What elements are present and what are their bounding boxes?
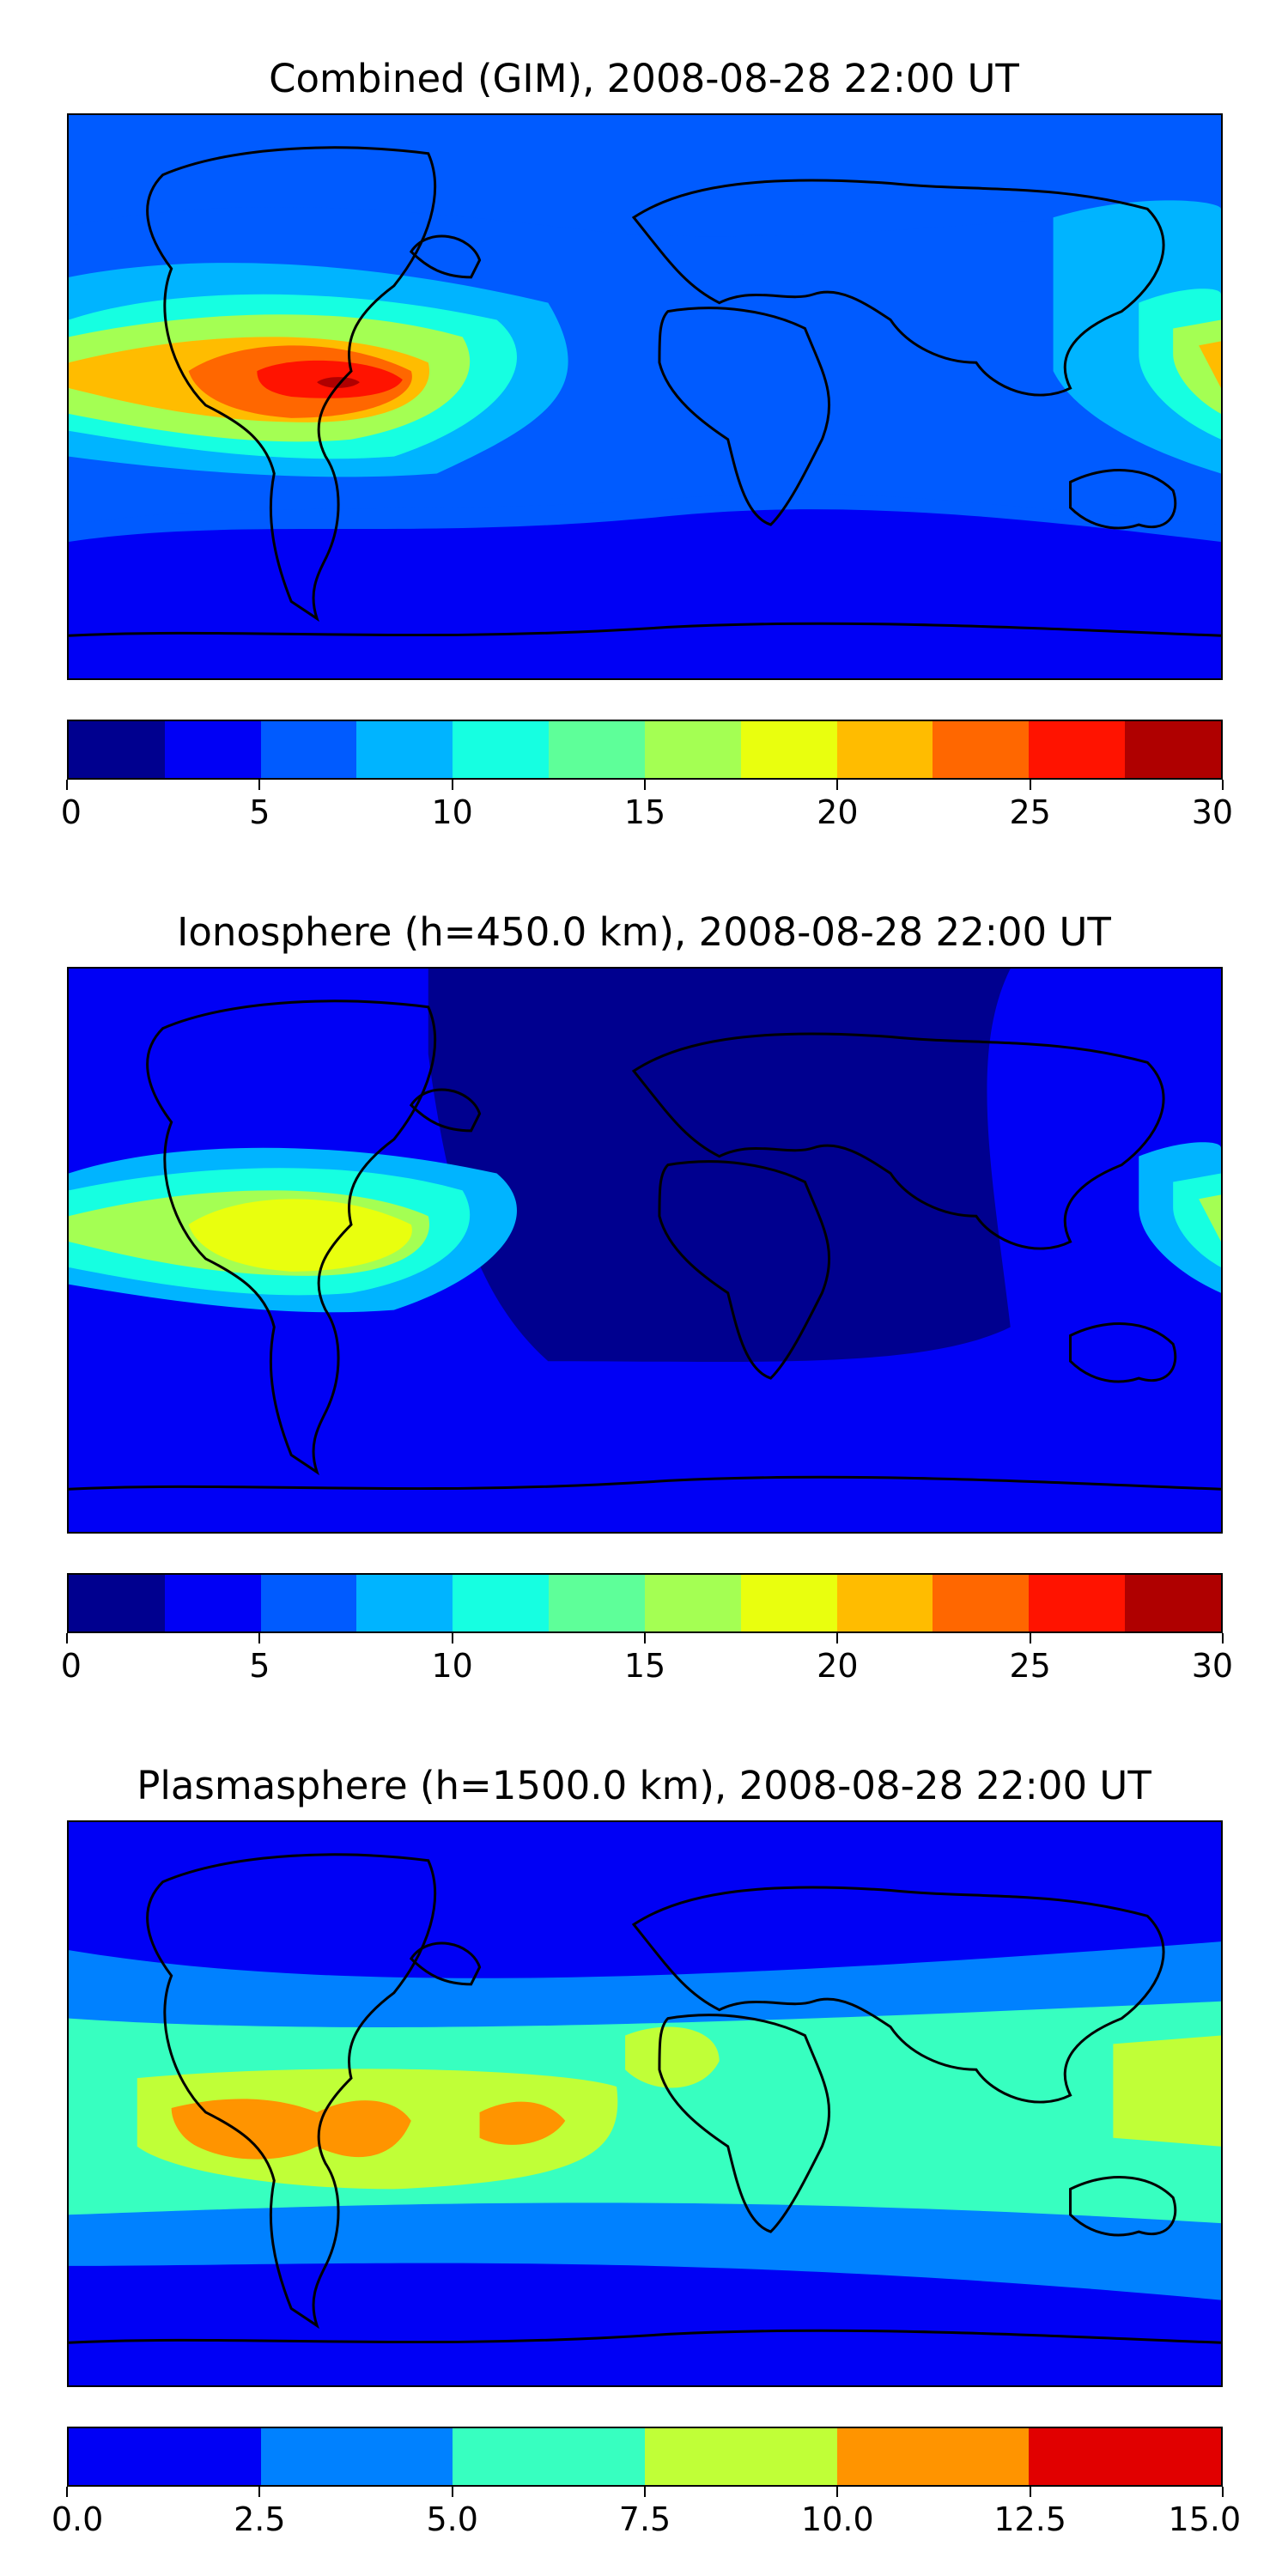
colorbar-ticks: 0.0 2.5 5.0 7.5 10.0 12.5 15.0 xyxy=(52,2487,1241,2538)
colorbar-tick-label: 0 xyxy=(60,793,82,831)
tec-map xyxy=(67,1820,1223,2387)
tec-map xyxy=(67,113,1223,680)
colorbar-segment xyxy=(836,2428,1030,2485)
coastline xyxy=(69,1475,1221,1491)
colorbar-segment xyxy=(740,721,837,778)
colorbar xyxy=(67,1573,1223,1633)
colorbar-tick-label: 5.0 xyxy=(426,2500,478,2538)
colorbar-segment xyxy=(836,721,933,778)
tec-map-svg xyxy=(69,115,1221,678)
coastline xyxy=(658,1160,831,1380)
colorbar-segment xyxy=(260,2428,453,2485)
colorbar-segment xyxy=(453,2428,646,2485)
colorbar-segment xyxy=(164,721,261,778)
colorbar-tick-label: 0 xyxy=(60,1647,82,1685)
colorbar-segment xyxy=(356,721,453,778)
colorbar-segment xyxy=(1029,1575,1126,1631)
coastline xyxy=(146,146,437,623)
colorbar-segment xyxy=(1029,2428,1222,2485)
colorbar-segment xyxy=(933,721,1030,778)
colorbar-segment xyxy=(644,721,741,778)
coastline xyxy=(69,622,1221,637)
coastline xyxy=(631,1886,1165,2104)
colorbar-tick-label: 30 xyxy=(1191,1647,1234,1685)
coastline xyxy=(631,1032,1165,1250)
colorbar-segment xyxy=(644,1575,741,1631)
coastline xyxy=(409,234,482,279)
colorbar-segment xyxy=(453,721,550,778)
colorbar-tick-label: 10 xyxy=(431,793,473,831)
tec-map-svg xyxy=(69,969,1221,1532)
contour-region xyxy=(137,2026,1221,2190)
coastline xyxy=(658,307,831,526)
coastline xyxy=(658,2014,831,2233)
colorbar-tick-label: 15 xyxy=(623,1647,666,1685)
colorbar-segment xyxy=(645,2428,837,2485)
colorbar-tick-label: 7.5 xyxy=(618,2500,671,2538)
colorbar-segment xyxy=(1125,721,1221,778)
contour-region xyxy=(69,509,1221,678)
coastline xyxy=(1069,1322,1177,1383)
colorbar-segment xyxy=(549,1575,645,1631)
colorbar-tick-label: 12.5 xyxy=(993,2500,1066,2538)
contour-region xyxy=(428,969,1011,1363)
colorbar-tick-label: 20 xyxy=(817,793,859,831)
colorbar-segment xyxy=(836,1575,933,1631)
colorbar xyxy=(67,2427,1223,2487)
contour-region xyxy=(171,2099,566,2160)
tec-map xyxy=(67,967,1223,1534)
colorbar-tick-label: 10 xyxy=(431,1647,473,1685)
coastline xyxy=(69,2329,1221,2344)
colorbar-segment xyxy=(69,721,165,778)
colorbar-ticks: 0 5 10 15 20 25 30 xyxy=(61,1633,1233,1685)
colorbar-segment xyxy=(933,1575,1030,1631)
colorbar-segment xyxy=(356,1575,453,1631)
coastline xyxy=(409,1941,482,1986)
colorbar-tick-label: 15 xyxy=(623,793,666,831)
contour-region xyxy=(317,377,360,388)
colorbar-tick-label: 25 xyxy=(1009,1647,1051,1685)
colorbar-tick-label: 20 xyxy=(817,1647,859,1685)
coastline xyxy=(146,999,437,1476)
colorbar-segment xyxy=(740,1575,837,1631)
panel-title: Combined (GIM), 2008-08-28 22:00 UT xyxy=(269,56,1019,101)
colorbar-ticks: 0 5 10 15 20 25 30 xyxy=(61,780,1233,831)
colorbar-tick-label: 30 xyxy=(1191,793,1234,831)
colorbar-tick-label: 25 xyxy=(1009,793,1051,831)
coastline xyxy=(409,1088,482,1133)
colorbar-tick-label: 10.0 xyxy=(801,2500,874,2538)
contour-region xyxy=(188,1199,412,1272)
colorbar-segment xyxy=(164,1575,261,1631)
coastline xyxy=(1069,2176,1177,2237)
colorbar-segment xyxy=(69,2428,261,2485)
colorbar xyxy=(67,720,1223,780)
coastline xyxy=(146,1853,437,2330)
colorbar-tick-label: 2.5 xyxy=(234,2500,286,2538)
colorbar-segment xyxy=(453,1575,550,1631)
colorbar-tick-label: 5 xyxy=(249,1647,270,1685)
panel-title: Plasmasphere (h=1500.0 km), 2008-08-28 2… xyxy=(137,1763,1151,1808)
colorbar-segment xyxy=(549,721,645,778)
colorbar-tick-label: 5 xyxy=(249,793,270,831)
coastline xyxy=(1069,469,1177,530)
colorbar-segment xyxy=(69,1575,165,1631)
colorbar-tick-label: 0.0 xyxy=(51,2500,104,2538)
tec-map-svg xyxy=(69,1822,1221,2385)
colorbar-segment xyxy=(1029,721,1126,778)
colorbar-segment xyxy=(1125,1575,1221,1631)
colorbar-segment xyxy=(260,721,357,778)
colorbar-segment xyxy=(260,1575,357,1631)
coastline xyxy=(631,179,1165,397)
colorbar-tick-label: 15.0 xyxy=(1168,2500,1242,2538)
panel-title: Ionosphere (h=450.0 km), 2008-08-28 22:0… xyxy=(177,909,1111,955)
